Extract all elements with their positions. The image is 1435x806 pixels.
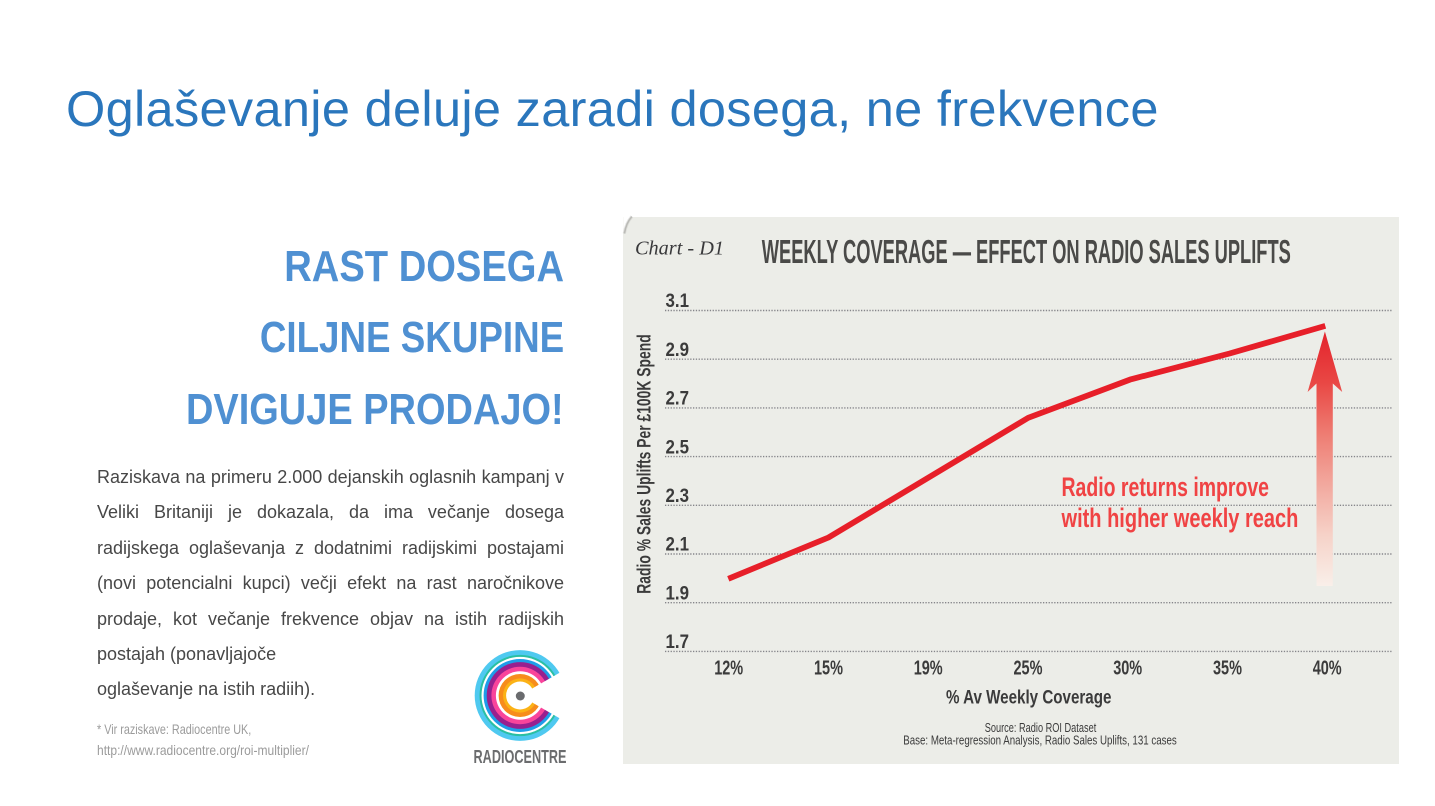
svg-text:1.9: 1.9	[666, 582, 690, 604]
svg-text:2.5: 2.5	[666, 436, 690, 458]
svg-text:RADIOCENTRE: RADIOCENTRE	[474, 747, 567, 767]
svg-text:Base: Meta-regression Analysis: Base: Meta-regression Analysis, Radio Sa…	[903, 733, 1177, 748]
svg-text:25%: 25%	[1014, 657, 1043, 680]
svg-text:35%: 35%	[1213, 657, 1242, 680]
svg-text:% Av Weekly Coverage: % Av Weekly Coverage	[946, 688, 1112, 709]
svg-text:15%: 15%	[814, 657, 843, 680]
svg-text:Radio % Sales Uplifts Per £100: Radio % Sales Uplifts Per £100K Spend	[634, 334, 655, 594]
svg-text:Source: Radio ROI Dataset: Source: Radio ROI Dataset	[985, 720, 1097, 735]
svg-text:2.9: 2.9	[666, 339, 690, 361]
svg-text:40%: 40%	[1313, 657, 1342, 680]
svg-text:with higher weekly reach: with higher weekly reach	[1061, 503, 1299, 533]
svg-text:2.7: 2.7	[666, 388, 690, 410]
svg-text:Chart - D1: Chart - D1	[635, 239, 724, 260]
svg-text:2.1: 2.1	[666, 534, 690, 556]
svg-text:12%: 12%	[714, 657, 743, 680]
svg-text:30%: 30%	[1113, 657, 1142, 680]
svg-text:Radio returns improve: Radio returns improve	[1062, 472, 1270, 502]
svg-text:1.7: 1.7	[666, 631, 690, 653]
svg-text:3.1: 3.1	[666, 290, 690, 312]
svg-text:2.3: 2.3	[666, 485, 690, 507]
svg-text:19%: 19%	[914, 657, 943, 680]
svg-text:WEEKLY COVERAGE — EFFECT ON RA: WEEKLY COVERAGE — EFFECT ON RADIO SALES …	[762, 233, 1291, 270]
